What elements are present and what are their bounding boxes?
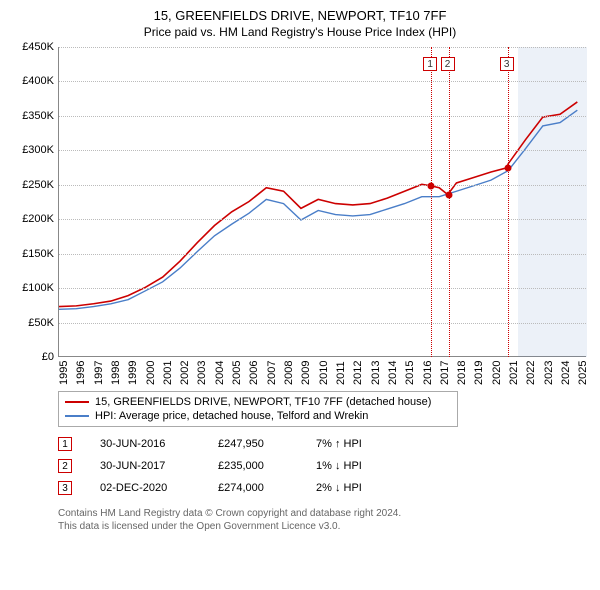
- x-axis-label: 2025: [577, 361, 600, 385]
- legend-label: 15, GREENFIELDS DRIVE, NEWPORT, TF10 7FF…: [95, 396, 431, 408]
- sale-marker: 3: [58, 481, 72, 495]
- chart-marker-2: 2: [441, 57, 455, 71]
- y-axis-label: £350K: [10, 110, 54, 122]
- sale-date: 30-JUN-2017: [100, 460, 190, 472]
- footnote-line1: Contains HM Land Registry data © Crown c…: [58, 507, 590, 520]
- chart-title: 15, GREENFIELDS DRIVE, NEWPORT, TF10 7FF: [10, 8, 590, 23]
- legend-item: 15, GREENFIELDS DRIVE, NEWPORT, TF10 7FF…: [65, 395, 451, 409]
- sale-row: 2 30-JUN-2017 £235,000 1% ↓ HPI: [58, 455, 590, 477]
- sale-price: £247,950: [218, 438, 288, 450]
- sale-hpi: 1% ↓ HPI: [316, 460, 396, 472]
- sale-price: £274,000: [218, 482, 288, 494]
- sales-list: 1 30-JUN-2016 £247,950 7% ↑ HPI 2 30-JUN-2017…: [58, 433, 590, 499]
- chart-container: 15, GREENFIELDS DRIVE, NEWPORT, TF10 7FF…: [0, 0, 600, 590]
- y-axis-label: £150K: [10, 248, 54, 260]
- legend-label: HPI: Average price, detached house, Telf…: [95, 410, 368, 422]
- y-axis-label: £250K: [10, 179, 54, 191]
- legend-item: HPI: Average price, detached house, Telf…: [65, 409, 451, 423]
- y-axis-label: £300K: [10, 144, 54, 156]
- chart-subtitle: Price paid vs. HM Land Registry's House …: [10, 25, 590, 39]
- legend: 15, GREENFIELDS DRIVE, NEWPORT, TF10 7FF…: [58, 391, 458, 427]
- legend-swatch: [65, 401, 89, 403]
- y-axis-label: £450K: [10, 41, 54, 53]
- footnote-line2: This data is licensed under the Open Gov…: [58, 520, 590, 533]
- y-axis-label: £400K: [10, 75, 54, 87]
- chart-marker-3: 3: [500, 57, 514, 71]
- chart-marker-1: 1: [423, 57, 437, 71]
- sale-hpi: 7% ↑ HPI: [316, 438, 396, 450]
- sale-row: 3 02-DEC-2020 £274,000 2% ↓ HPI: [58, 477, 590, 499]
- sale-price: £235,000: [218, 460, 288, 472]
- footnote: Contains HM Land Registry data © Crown c…: [58, 507, 590, 533]
- sale-date: 02-DEC-2020: [100, 482, 190, 494]
- sale-date: 30-JUN-2016: [100, 438, 190, 450]
- plot-region: [58, 47, 586, 357]
- sale-hpi: 2% ↓ HPI: [316, 482, 396, 494]
- sale-marker: 2: [58, 459, 72, 473]
- y-axis-label: £50K: [10, 317, 54, 329]
- y-axis-label: £0: [10, 351, 54, 363]
- sale-marker: 1: [58, 437, 72, 451]
- y-axis-label: £100K: [10, 282, 54, 294]
- legend-swatch: [65, 415, 89, 417]
- chart-area: £0 £50K £100K £150K £200K £250K £300K £350K £400…: [10, 45, 590, 385]
- y-axis-label: £200K: [10, 213, 54, 225]
- sale-row: 1 30-JUN-2016 £247,950 7% ↑ HPI: [58, 433, 590, 455]
